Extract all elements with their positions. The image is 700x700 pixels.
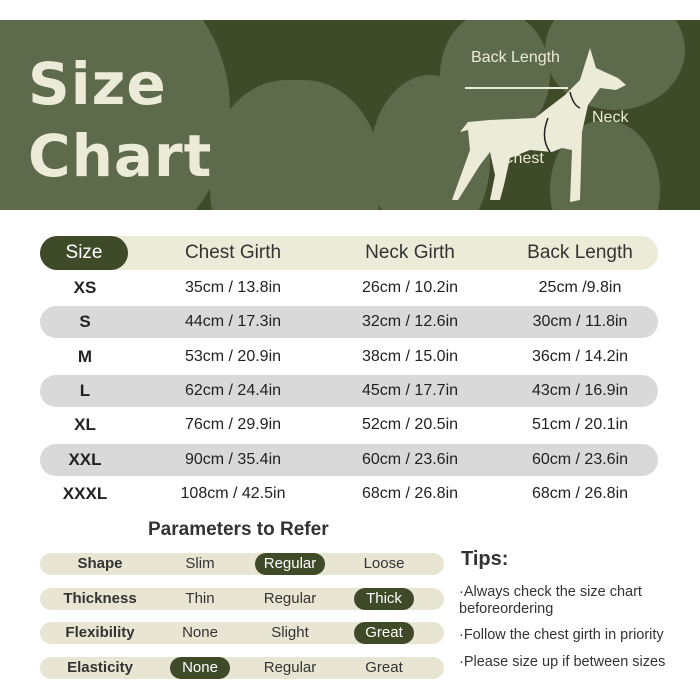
- cell-chest: 44cm / 17.3in: [184, 313, 282, 331]
- parameters-title: Parameters to Refer: [148, 519, 329, 540]
- header-neck-girth: Neck Girth: [365, 242, 455, 263]
- parameter-option: Slight: [271, 624, 309, 642]
- cell-neck: 26cm / 10.2in: [361, 279, 459, 296]
- parameter-row: Thickness Thin Regular Thick: [40, 587, 444, 610]
- tip-item: ·Please size up if between sizes: [459, 654, 666, 670]
- parameter-option-selected: None: [170, 657, 230, 680]
- table-row: L 62cm / 24.4in 45cm / 17.7in 43cm / 16.9in: [40, 374, 658, 407]
- parameter-option: Thin: [185, 589, 215, 607]
- cell-back: 25cm /9.8in: [538, 279, 622, 296]
- parameter-row: Shape Slim Regular Loose: [40, 553, 444, 575]
- parameter-label: Elasticity: [67, 659, 133, 677]
- cell-size: L: [79, 380, 91, 400]
- parameter-label: Shape: [77, 555, 123, 572]
- label-neck: Neck: [592, 109, 629, 126]
- banner: Size Chart Back Length Neck Chest: [0, 20, 700, 210]
- table-row: XS 35cm / 13.8in 26cm / 10.2in 25cm /9.8in: [40, 272, 658, 304]
- cell-back: 68cm / 26.8in: [531, 484, 629, 502]
- cell-chest: 108cm / 42.5in: [180, 484, 286, 502]
- cell-chest: 53cm / 20.9in: [184, 347, 282, 365]
- cell-size: XL: [74, 415, 96, 435]
- cell-size: M: [77, 346, 93, 366]
- parameter-option: Great: [365, 659, 403, 677]
- header-back-length: Back Length: [527, 242, 633, 263]
- parameter-option-selected: Thick: [354, 587, 414, 610]
- cell-size: S: [79, 312, 91, 332]
- label-chest: Chest: [502, 150, 544, 167]
- parameter-label: Flexibility: [65, 624, 135, 642]
- cell-size: XS: [73, 278, 97, 297]
- cell-back: 43cm / 16.9in: [531, 381, 629, 399]
- tip-item: ·Always check the size chart beforeorder…: [459, 584, 642, 617]
- parameter-option-selected: Great: [354, 622, 414, 645]
- table-row: XXXL 108cm / 42.5in 68cm / 26.8in 68cm / 26…: [40, 478, 658, 510]
- parameter-label: Thickness: [63, 589, 137, 607]
- cell-neck: 45cm / 17.7in: [361, 381, 459, 399]
- parameter-option-selected: Regular: [255, 553, 325, 575]
- cell-neck: 32cm / 12.6in: [361, 313, 459, 331]
- cell-chest: 76cm / 29.9in: [184, 416, 282, 434]
- tip-item: ·Follow the chest girth in priority: [459, 627, 664, 643]
- cell-chest: 62cm / 24.4in: [184, 381, 282, 399]
- table-row: XXL 90cm / 35.4in 60cm / 23.6in 60cm / 23.6…: [40, 443, 658, 476]
- parameter-option: None: [182, 624, 218, 642]
- cell-neck: 68cm / 26.8in: [361, 484, 459, 502]
- cell-back: 51cm / 20.1in: [531, 416, 629, 434]
- header-size: Size: [40, 236, 128, 270]
- cell-size: XXL: [68, 449, 102, 469]
- parameter-option: Loose: [363, 555, 405, 572]
- parameter-option: Regular: [263, 589, 317, 607]
- table-row: S 44cm / 17.3in 32cm / 12.6in 30cm / 11.8in: [40, 306, 658, 339]
- parameter-row: Elasticity None Regular Great: [40, 657, 444, 680]
- cell-size: XXXL: [62, 483, 108, 503]
- title-size: Size: [28, 50, 167, 118]
- title-chart: Chart: [28, 122, 213, 190]
- dog-silhouette-icon: [452, 48, 626, 202]
- table-header: [40, 236, 658, 270]
- header-chest-girth: Chest Girth: [184, 242, 282, 263]
- cell-neck: 60cm / 23.6in: [361, 450, 459, 468]
- parameter-row: Flexibility None Slight Great: [40, 622, 444, 645]
- cell-chest: 35cm / 13.8in: [184, 279, 282, 296]
- label-back-length: Back Length: [471, 49, 560, 66]
- blob: [0, 20, 230, 210]
- tips-title: Tips:: [461, 548, 509, 570]
- cell-neck: 38cm / 15.0in: [361, 347, 459, 365]
- cell-back: 30cm / 11.8in: [532, 313, 628, 331]
- parameter-option: Slim: [185, 555, 215, 572]
- cell-back: 36cm / 14.2in: [531, 347, 629, 365]
- parameter-option: Regular: [263, 659, 317, 677]
- cell-back: 60cm / 23.6in: [531, 450, 629, 468]
- cell-chest: 90cm / 35.4in: [184, 450, 282, 468]
- cell-neck: 52cm / 20.5in: [361, 416, 459, 434]
- table-row: M 53cm / 20.9in 38cm / 15.0in 36cm / 14.2in: [40, 341, 658, 373]
- table-row: XL 76cm / 29.9in 52cm / 20.5in 51cm / 20.1i…: [40, 409, 658, 441]
